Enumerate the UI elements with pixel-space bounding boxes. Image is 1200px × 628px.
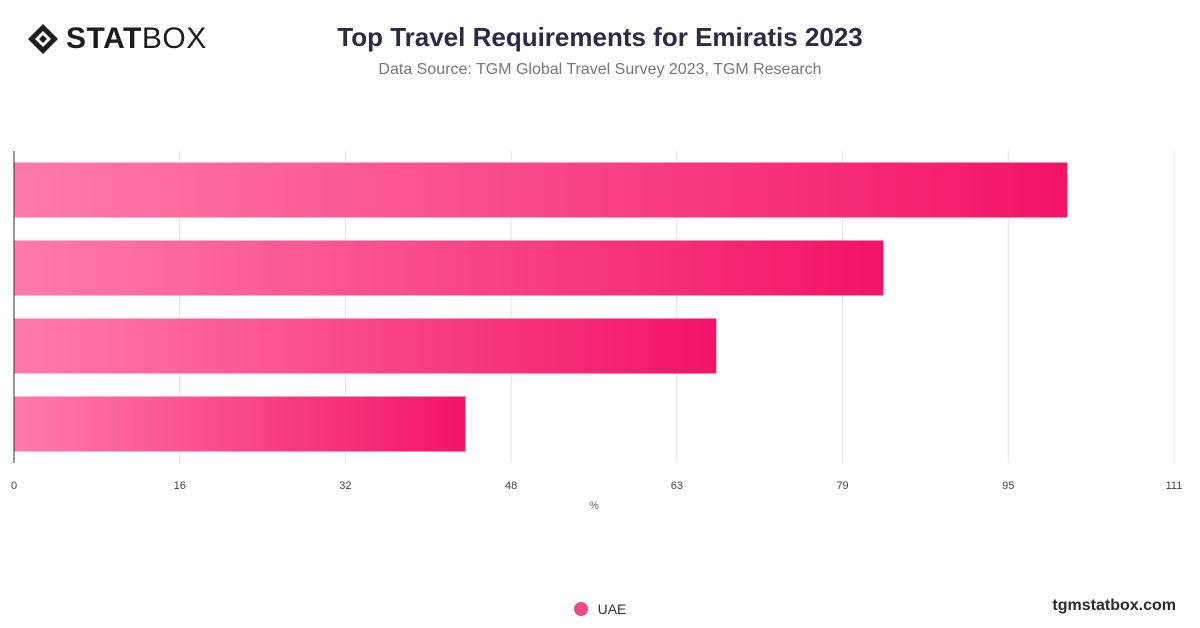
bar[interactable] <box>14 162 1068 218</box>
statbox-logo: STATBOX <box>26 22 207 56</box>
x-tick-label: 111 <box>1166 480 1183 492</box>
x-tick-label: 48 <box>505 480 517 492</box>
x-tick-label: 16 <box>174 480 186 492</box>
x-tick-label: 0 <box>11 480 17 492</box>
x-tick-label: 79 <box>836 480 848 492</box>
bar[interactable] <box>14 240 884 296</box>
chart-legend: UAE <box>0 601 1200 617</box>
bar[interactable] <box>14 396 466 452</box>
chart-title: Top Travel Requirements for Emiratis 202… <box>337 22 863 52</box>
site-url: tgmstatbox.com <box>1052 597 1176 614</box>
legend-marker-uae <box>573 602 588 616</box>
legend-label-uae: UAE <box>597 601 627 617</box>
bar[interactable] <box>14 318 717 374</box>
x-tick-label: 32 <box>339 480 351 492</box>
statbox-logo-icon <box>28 24 58 54</box>
x-axis-label: % <box>589 500 599 512</box>
bars <box>14 162 1068 452</box>
x-axis-ticks: 0 16 32 48 63 79 95 111 <box>11 480 1182 492</box>
logo-wordmark: STATBOX <box>66 22 207 56</box>
x-tick-label: 63 <box>671 480 683 492</box>
chart-subtitle: Data Source: TGM Global Travel Survey 20… <box>378 61 822 78</box>
logo-wordmark-light: BOX <box>141 22 207 55</box>
logo-wordmark-bold: STAT <box>66 22 142 55</box>
x-tick-label: 95 <box>1002 480 1014 492</box>
